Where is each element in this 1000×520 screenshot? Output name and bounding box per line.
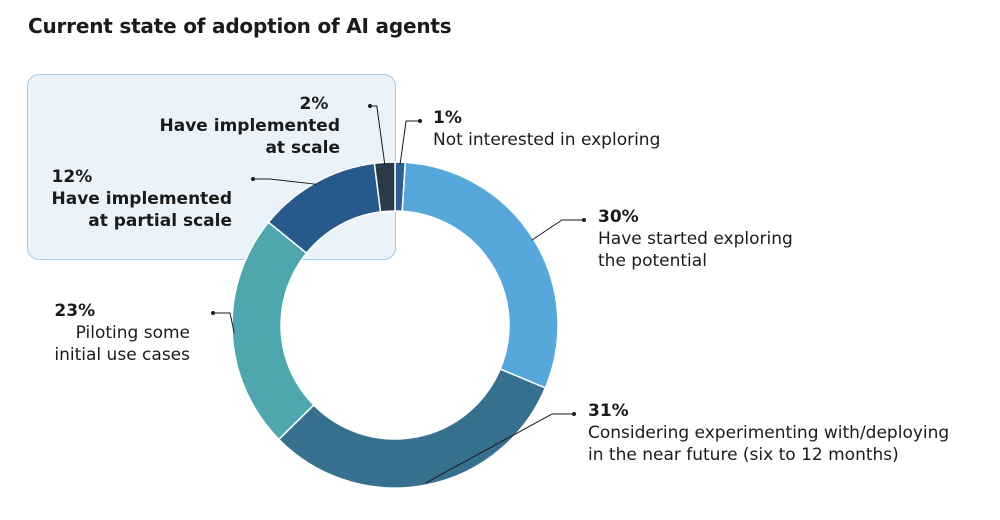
chart-title: Current state of adoption of AI agents: [28, 14, 452, 38]
label-at-scale-value: 2%: [299, 94, 329, 114]
slice-started_exploring: [401, 161, 559, 389]
leader-dot-started_exploring: [582, 218, 586, 222]
label-considering-text: Considering experimenting with/deploying…: [588, 423, 950, 465]
label-considering-value: 31%: [588, 401, 629, 421]
label-piloting-value: 23%: [54, 301, 96, 321]
label-started-exploring-value: 30%: [598, 207, 639, 227]
leader-dot-not_interested: [418, 119, 422, 123]
label-at-scale: 2% Have implemented at scale: [160, 93, 340, 159]
label-at-scale-text: Have implemented at scale: [159, 116, 340, 158]
label-considering: 31% Considering experimenting with/deplo…: [588, 400, 949, 466]
slice-at_scale: [373, 161, 396, 213]
label-started-exploring-text: Have started exploring the potential: [598, 229, 793, 271]
label-partial-scale-text: Have implemented at partial scale: [51, 189, 232, 231]
leader-line-at_scale: [370, 105, 386, 165]
label-not-interested-value: 1%: [433, 108, 462, 128]
leader-dot-considering: [572, 412, 576, 416]
label-piloting: 23% Piloting some initial use cases: [54, 300, 190, 366]
label-not-interested-text: Not interested in exploring: [433, 130, 661, 150]
leader-dot-at_scale: [368, 104, 372, 108]
leader-line-piloting: [213, 312, 235, 333]
leader-line-not_interested: [399, 120, 420, 165]
slice-piloting: [231, 221, 315, 441]
leader-dot-partial_scale: [251, 177, 255, 181]
leader-line-considering: [425, 413, 574, 484]
label-not-interested: 1% Not interested in exploring: [433, 107, 660, 151]
label-started-exploring: 30% Have started exploring the potential: [598, 206, 793, 272]
slice-considering: [277, 368, 547, 489]
leader-line-started_exploring: [531, 219, 584, 241]
label-partial-scale-value: 12%: [51, 167, 93, 187]
leader-dot-piloting: [211, 311, 215, 315]
leader-line-partial_scale: [253, 178, 317, 185]
label-partial-scale: 12% Have implemented at partial scale: [52, 166, 232, 232]
label-piloting-text: Piloting some initial use cases: [54, 323, 190, 365]
